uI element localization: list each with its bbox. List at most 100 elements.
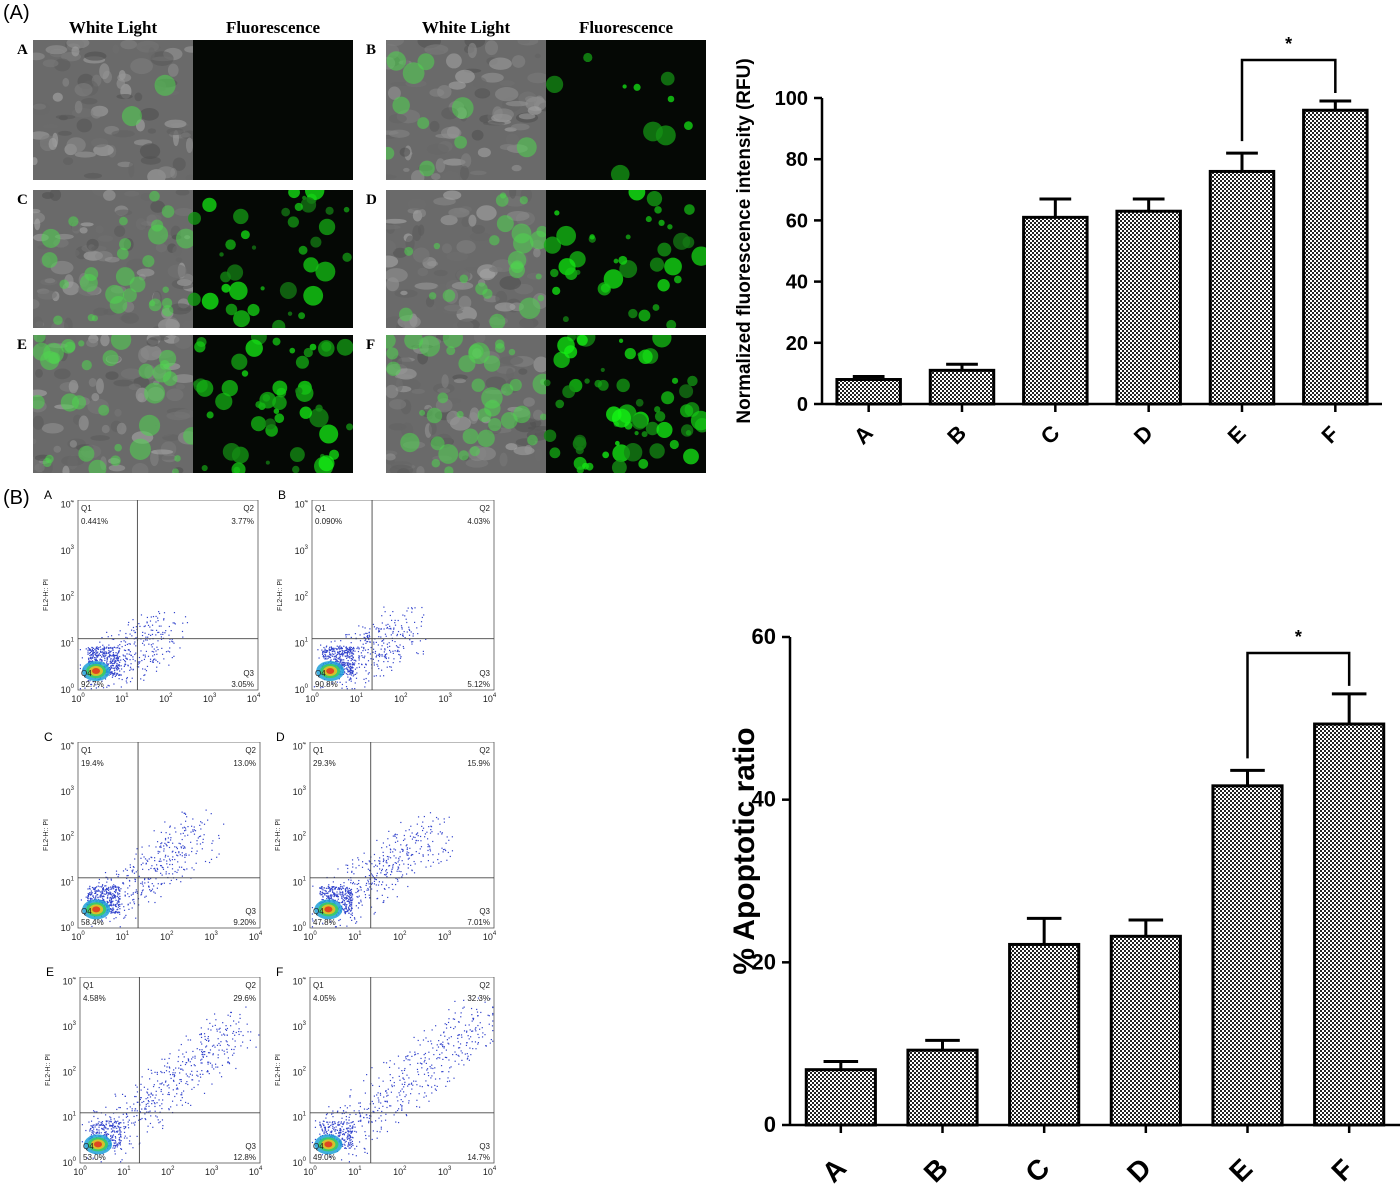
flow-x-tick: 102 [393, 931, 407, 942]
flow-c-q3-name: Q3 [245, 907, 256, 916]
flow-x-tick: 100 [71, 693, 85, 704]
flow-y-tick: 102 [63, 1066, 77, 1077]
flow-b-q4-name: Q4 [315, 669, 326, 678]
flow-letter-f: F [276, 965, 284, 979]
flow-e-q2-name: Q2 [245, 981, 256, 990]
flow-b-q1-name: Q1 [315, 504, 326, 513]
flow-y-axis-label: FL2-H:: PI [277, 579, 284, 611]
flow-x-tick: 103 [438, 931, 452, 942]
flow-c-q1-name: Q1 [81, 746, 92, 755]
chart2-category-label-f: F [1325, 1153, 1359, 1187]
flow-e-q3-value: 12.8% [233, 1153, 256, 1162]
chart2-category-label-c: C [1019, 1152, 1055, 1188]
flow-letter-e: E [46, 965, 55, 979]
chart1-y-tick-label: 60 [786, 210, 808, 232]
micrograph-letter-c: C [17, 192, 28, 208]
flow-x-tick: 104 [483, 931, 497, 942]
flow-e-q4-value: 53.0% [83, 1153, 106, 1162]
flow-letter-a: A [44, 488, 53, 502]
chart2-category-label-d: D [1121, 1152, 1157, 1188]
flow-y-tick: 100 [61, 922, 75, 933]
flow-d-q3-value: 7.01% [467, 918, 490, 927]
chart1-category-label-e: E [1223, 421, 1251, 449]
chart1-y-tick-label: 40 [786, 272, 808, 294]
micrograph-d [386, 190, 706, 328]
flow-y-tick: 101 [293, 877, 307, 888]
flow-x-tick: 101 [116, 931, 130, 942]
flow-b-q4-value: 90.8% [315, 680, 338, 689]
flow-b-q2-value: 4.03% [467, 517, 490, 526]
flow-x-tick: 104 [249, 1166, 263, 1177]
flow-c-q4-value: 58.4% [81, 918, 104, 927]
flow-f-q4-value: 49.0% [313, 1153, 336, 1162]
micrograph-b [386, 40, 706, 180]
flow-b-q3-name: Q3 [479, 669, 490, 678]
flow-d-q4-value: 47.8% [313, 918, 336, 927]
header-white-light-0: White Light [68, 18, 158, 37]
chart2-y-axis-label: % Apoptotic ratio [728, 727, 761, 974]
chart1-significance-bracket [1240, 58, 1337, 142]
chart1-significance-star: * [1285, 34, 1292, 54]
flow-y-axis-label: FL2-H:: PI [45, 1054, 52, 1086]
micrograph-letter-f: F [366, 337, 376, 353]
flow-x-tick: 102 [161, 1166, 175, 1177]
chart1-y-axis-label: Normalized fluorescence intensity (RFU) [734, 58, 755, 423]
flow-c-q2-name: Q2 [245, 746, 256, 755]
flow-y-tick: 100 [295, 684, 309, 695]
flow-y-tick: 101 [61, 638, 75, 649]
flow-e-q1-name: Q1 [83, 981, 94, 990]
chart2-y-tick-label: 40 [752, 787, 776, 812]
flow-x-tick: 103 [438, 1166, 452, 1177]
chart1-y-tick-label: 80 [786, 149, 808, 171]
flow-x-tick: 101 [348, 1166, 362, 1177]
flow-a-q1-name: Q1 [81, 504, 92, 513]
flow-y-tick: 102 [61, 831, 75, 842]
apoptotic-bar-chart: 0 20 40 60 A B C D E F % Apoptotic ratio * [728, 624, 1400, 1188]
panel-a-label: (A) [3, 2, 30, 24]
chart1-category-label-f: F [1316, 421, 1343, 448]
flow-x-tick: 102 [393, 1166, 407, 1177]
flow-letter-c: C [44, 730, 53, 744]
flow-c-q4-name: Q4 [81, 907, 92, 916]
flow-y-tick: 103 [61, 786, 75, 797]
chart2-category-label-b: B [918, 1152, 954, 1188]
flow-x-tick: 103 [438, 693, 452, 704]
flow-x-tick: 103 [204, 931, 218, 942]
flow-y-tick: 104 [293, 977, 307, 987]
flow-a-q3-name: Q3 [243, 669, 254, 678]
chart1-y-tick-label: 20 [786, 333, 808, 355]
micrograph-letter-a: A [17, 42, 28, 58]
chart2-significance-star: * [1295, 627, 1302, 647]
flow-y-tick: 103 [295, 545, 309, 556]
flow-x-tick: 102 [160, 931, 174, 942]
flow-x-tick: 103 [205, 1166, 219, 1177]
chart2-bar-e [1211, 784, 1284, 1127]
flow-d-q4-name: Q4 [313, 907, 324, 916]
chart1-bar-f [1302, 108, 1369, 406]
flow-d-q3-name: Q3 [479, 907, 490, 916]
chart1-category-label-c: C [1036, 420, 1065, 449]
header-white-light-1: White Light [421, 18, 511, 37]
flow-a-q4-name: Q4 [81, 669, 92, 678]
flow-y-tick: 102 [295, 591, 309, 602]
flow-d-q1-value: 29.3% [313, 759, 336, 768]
chart1-category-label-d: D [1129, 420, 1158, 449]
flow-letter-d: D [276, 730, 285, 744]
flow-x-tick: 100 [305, 693, 319, 704]
chart1-bar-c [1022, 215, 1089, 406]
flow-e-q3-name: Q3 [245, 1142, 256, 1151]
flow-x-tick: 103 [203, 693, 217, 704]
flow-f-q1-value: 4.05% [313, 994, 336, 1003]
flow-b-q1-value: 0.090% [315, 517, 342, 526]
chart1-y-tick-label: 100 [775, 88, 808, 110]
flow-y-tick: 103 [61, 545, 75, 556]
flow-f-q4-name: Q4 [313, 1142, 324, 1151]
chart1-bar-a [835, 378, 902, 406]
micrograph-e [33, 335, 353, 473]
chart1-bar-d [1115, 209, 1182, 406]
flow-f-q2-value: 32.3% [467, 994, 490, 1003]
flow-x-tick: 100 [71, 931, 85, 942]
